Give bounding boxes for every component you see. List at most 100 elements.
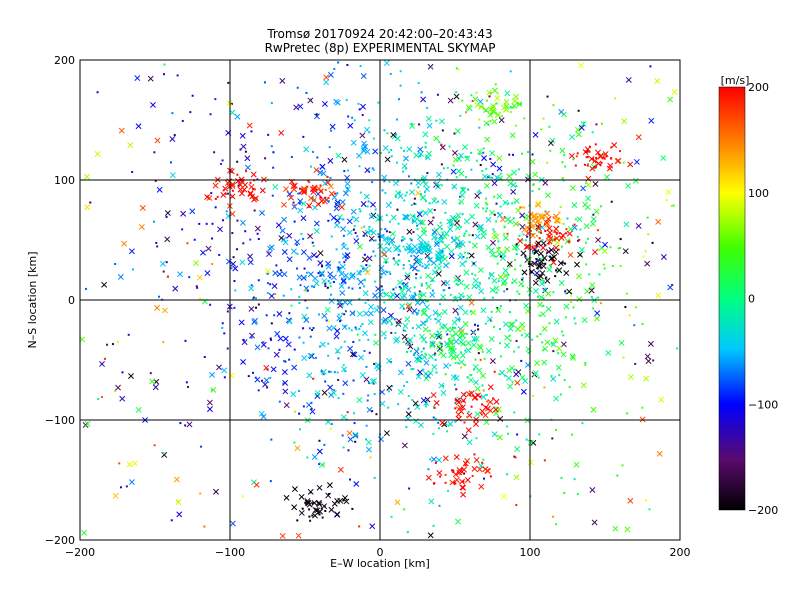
data-point-dot: [351, 287, 354, 290]
data-point-dot: [351, 216, 354, 219]
data-point-dot: [437, 200, 440, 203]
data-point-dot: [610, 146, 613, 149]
data-point-dot: [508, 265, 511, 268]
data-point-x: [415, 257, 422, 264]
data-point-x: [595, 149, 601, 156]
data-point-dot: [251, 371, 254, 374]
data-point-dot: [372, 382, 375, 385]
data-point-dot: [421, 265, 424, 268]
data-point-dot: [149, 372, 152, 375]
data-point-dot: [434, 352, 437, 355]
data-point-dot: [412, 353, 415, 356]
data-point-dot: [267, 133, 270, 136]
data-point-dot: [538, 314, 541, 317]
data-point-x: [491, 232, 498, 239]
data-point-x: [316, 501, 323, 508]
data-point-x: [366, 255, 373, 262]
data-point-x: [394, 292, 401, 299]
data-point-x: [404, 274, 411, 281]
data-point-x: [553, 235, 560, 242]
data-point-dot: [515, 124, 518, 127]
data-point-dot: [599, 163, 602, 166]
data-point-x: [513, 220, 519, 227]
data-point-x: [453, 276, 460, 283]
data-point-x: [323, 74, 330, 81]
data-point-dot: [554, 230, 557, 233]
data-point-dot: [311, 329, 314, 332]
data-point-x: [540, 311, 546, 318]
data-point-x: [339, 199, 346, 205]
data-point-dot: [610, 200, 613, 203]
data-point-dot: [574, 322, 577, 325]
data-point-x: [453, 93, 460, 100]
data-point-x: [482, 412, 489, 419]
data-point-x: [417, 258, 424, 265]
data-point-x: [514, 379, 521, 386]
data-point-x: [580, 121, 587, 128]
data-point-dot: [599, 302, 602, 305]
data-point-x: [294, 239, 301, 245]
data-point-dot: [435, 119, 438, 122]
data-point-x: [268, 293, 275, 299]
data-point-dot: [255, 198, 258, 201]
data-point-dot: [578, 238, 581, 241]
data-point-dot: [353, 225, 356, 228]
data-point-x: [416, 353, 423, 360]
data-point-dot: [153, 444, 156, 447]
data-point-x: [341, 243, 347, 250]
x-tick-labels: −200 −100 0 100 200: [65, 546, 691, 559]
data-point-dot: [369, 456, 372, 459]
data-point-dot: [385, 214, 388, 217]
data-point-x: [483, 182, 490, 189]
data-point-dot: [519, 103, 522, 106]
data-point-dot: [498, 372, 501, 375]
data-point-dot: [561, 177, 564, 180]
data-point-x: [533, 249, 540, 256]
data-point-dot: [555, 232, 558, 235]
data-point-x: [452, 296, 459, 303]
data-point-dot: [176, 74, 179, 77]
data-point-dot: [433, 208, 436, 211]
data-point-dot: [536, 274, 539, 277]
data-point-dot: [454, 326, 457, 329]
data-point-x: [164, 236, 171, 243]
data-point-dot: [356, 333, 359, 336]
data-point-dot: [363, 253, 366, 256]
data-point-dot: [358, 271, 361, 274]
data-point-dot: [361, 114, 364, 117]
data-point-x: [347, 436, 354, 443]
data-point-dot: [416, 224, 419, 227]
data-point-x: [310, 197, 317, 204]
data-point-dot: [592, 307, 595, 310]
data-point-x: [591, 249, 598, 256]
data-point-x: [424, 186, 430, 193]
colorbar-label: [m/s]: [721, 74, 750, 87]
data-point-dot: [485, 393, 488, 396]
data-point-dot: [428, 329, 431, 332]
data-point-dot: [270, 322, 273, 325]
data-point-x: [513, 93, 519, 100]
data-point-x: [240, 143, 247, 150]
data-point-dot: [503, 232, 506, 235]
data-point-dot: [405, 191, 408, 194]
data-point-dot: [171, 112, 174, 115]
data-point-dot: [337, 357, 340, 360]
data-point-x: [281, 271, 288, 278]
data-point-dot: [491, 176, 494, 179]
data-point-dot: [120, 486, 123, 489]
data-point-x: [551, 254, 558, 260]
data-point-dot: [429, 258, 432, 261]
data-point-x: [594, 310, 601, 317]
data-point-x: [466, 439, 473, 446]
data-point-x: [429, 332, 436, 339]
data-point-x: [555, 364, 562, 371]
data-point-dot: [427, 255, 430, 258]
data-point-dot: [365, 438, 368, 441]
data-point-x: [496, 212, 503, 219]
data-point-dot: [426, 300, 429, 303]
data-point-dot: [462, 480, 465, 483]
data-point-dot: [374, 239, 377, 242]
data-point-x: [470, 342, 477, 349]
data-point-dot: [324, 188, 327, 191]
data-point-x: [339, 263, 346, 270]
